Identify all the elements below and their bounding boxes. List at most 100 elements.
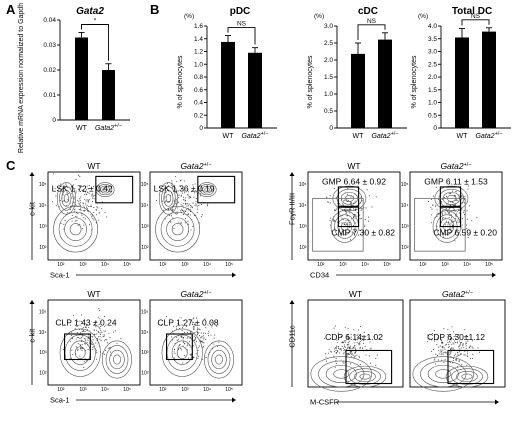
event-dot <box>85 193 87 195</box>
event-dot <box>448 340 451 342</box>
event-dot <box>86 185 88 187</box>
event-dot <box>462 345 464 347</box>
event-dot <box>443 328 445 330</box>
event-dot <box>354 355 356 357</box>
event-dot <box>194 339 196 341</box>
gate-box <box>337 186 360 207</box>
event-dot <box>106 216 108 218</box>
event-dot <box>84 218 87 220</box>
event-dot <box>450 355 452 357</box>
event-dot <box>83 366 85 368</box>
event-dot <box>351 348 353 350</box>
event-dot <box>191 205 193 207</box>
event-dot <box>358 355 360 357</box>
event-dot <box>442 341 444 343</box>
event-dot <box>349 351 351 353</box>
x-tick-label: 10² <box>419 262 427 268</box>
event-dot <box>460 341 463 344</box>
event-dot <box>442 342 444 344</box>
event-dot <box>190 354 192 356</box>
event-dot <box>195 337 197 339</box>
event-dot <box>450 230 452 232</box>
event-dot <box>196 322 198 324</box>
event-dot <box>450 348 452 350</box>
event-dot <box>465 335 468 337</box>
event-dot <box>358 342 361 344</box>
y-axis-arrowhead <box>289 300 295 304</box>
flow-plot-lsk-gata2: Gata2+/− LSK 1.36 ± 0.19 10² 10² 10³ 10³ 10⁴ 10… <box>141 161 243 268</box>
event-dot <box>98 327 100 329</box>
event-dot <box>93 194 95 197</box>
event-dot <box>436 339 438 341</box>
event-dot <box>210 334 212 336</box>
event-dot <box>100 329 102 331</box>
event-dot <box>196 212 198 214</box>
event-dot <box>433 195 435 197</box>
event-dot <box>446 339 449 341</box>
event-dot <box>349 239 351 241</box>
event-dot <box>362 338 364 340</box>
y-tick-label: 10³ <box>39 224 47 230</box>
y-tick-label: 10⁴ <box>299 203 307 209</box>
y-tick-label: 10² <box>141 371 149 377</box>
event-dot <box>213 343 215 345</box>
event-dot <box>357 333 359 335</box>
event-dot <box>198 345 201 347</box>
event-dot <box>70 192 72 194</box>
event-dot <box>342 204 344 206</box>
event-dot <box>104 212 106 214</box>
event-dot <box>352 225 354 227</box>
event-dot <box>440 202 443 204</box>
event-dot <box>77 350 79 352</box>
event-dot <box>79 204 81 206</box>
y-tick-label: 10⁴ <box>39 203 47 209</box>
x-tick-label: 10³ <box>339 262 347 268</box>
event-dot <box>90 216 93 218</box>
event-dot <box>178 344 181 346</box>
x-tick-label: 10⁵ <box>383 262 391 268</box>
event-dot <box>175 203 177 205</box>
event-dot <box>95 209 97 211</box>
event-dot <box>102 335 104 337</box>
event-dot <box>100 340 102 342</box>
event-dot <box>439 335 441 337</box>
event-dot <box>354 200 356 202</box>
event-dot <box>98 308 100 310</box>
event-dot <box>337 350 339 352</box>
density-contour <box>74 346 86 359</box>
event-dot <box>350 336 352 338</box>
event-dot <box>345 220 347 222</box>
event-dot <box>450 337 452 339</box>
x-tick-label: 10³ <box>181 262 189 268</box>
event-dot <box>428 338 430 340</box>
event-dot <box>179 185 181 187</box>
event-dot <box>350 363 352 365</box>
event-dot <box>463 209 465 211</box>
event-dot <box>335 209 337 211</box>
event-dot <box>85 189 88 191</box>
event-dot <box>329 195 331 197</box>
event-dot <box>471 220 473 222</box>
event-dot <box>93 219 95 221</box>
density-contour <box>171 340 193 365</box>
event-dot <box>454 240 456 242</box>
event-dot <box>54 187 56 189</box>
event-dot <box>84 191 86 193</box>
flow-plot-cdp-gata2: Gata2+/− CDP 6.30±1.12 <box>409 289 506 392</box>
event-dot <box>448 212 450 214</box>
event-dot <box>175 191 177 193</box>
event-dot <box>69 357 71 359</box>
x-tick-label: 10⁴ <box>361 262 369 268</box>
event-dot <box>365 207 367 209</box>
event-dot <box>356 334 358 337</box>
event-dot <box>178 327 181 329</box>
event-dot <box>334 325 336 327</box>
event-dot <box>430 198 432 200</box>
gate-box-secondary <box>337 206 360 228</box>
event-dot <box>70 324 72 326</box>
event-dot <box>354 230 356 232</box>
event-dot <box>195 203 197 205</box>
event-dot <box>83 217 85 219</box>
event-dot <box>71 214 73 216</box>
